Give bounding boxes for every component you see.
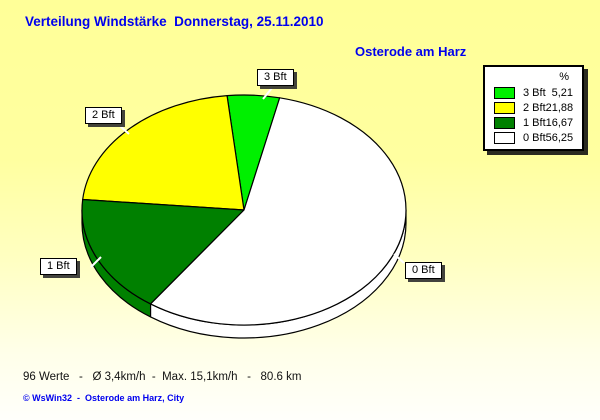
legend-label-2bft: 2 Bft bbox=[523, 101, 546, 114]
legend-swatch-3bft bbox=[494, 86, 515, 99]
slice-label-2bft: 2 Bft bbox=[85, 107, 122, 124]
legend-swatch-2bft bbox=[494, 101, 515, 114]
label-leader-tick bbox=[393, 253, 405, 264]
legend-label-0bft: 0 Bft bbox=[523, 131, 546, 144]
legend-row-0bft: 0 Bft 56,25 bbox=[485, 130, 582, 145]
pie-slice-0-bft bbox=[149, 97, 407, 326]
slice-label-0bft-text: 0 Bft bbox=[412, 264, 435, 276]
label-leader-tick bbox=[119, 125, 130, 135]
legend-label-1bft: 1 Bft bbox=[523, 116, 546, 129]
label-leader-tick bbox=[262, 87, 273, 100]
legend-row-1bft: 1 Bft 16,67 bbox=[485, 115, 582, 130]
legend-swatch-0bft bbox=[494, 131, 515, 144]
legend-value-0bft: 56,25 bbox=[545, 131, 574, 144]
slice-label-2bft-text: 2 Bft bbox=[92, 109, 115, 121]
slice-label-3bft: 3 Bft bbox=[257, 69, 294, 86]
slice-label-0bft: 0 Bft bbox=[405, 262, 442, 279]
slice-label-3bft-text: 3 Bft bbox=[264, 71, 287, 83]
stats-summary: 96 Werte - Ø 3,4km/h - Max. 15,1km/h - 8… bbox=[23, 371, 302, 383]
legend-value-2bft: 21,88 bbox=[545, 101, 574, 114]
chart-title: Verteilung Windstärke Donnerstag, 25.11.… bbox=[25, 14, 324, 29]
label-leader-tick bbox=[90, 256, 102, 268]
legend-row-2bft: 2 Bft 21,88 bbox=[485, 100, 582, 115]
legend-header-percent: % bbox=[559, 71, 569, 83]
pie-slice-2-bft bbox=[82, 95, 245, 211]
legend-swatch-1bft bbox=[494, 116, 515, 129]
legend-value-3bft: 5,21 bbox=[551, 86, 573, 99]
legend-row-3bft: 3 Bft 5,21 bbox=[485, 85, 582, 100]
legend-label-3bft: 3 Bft bbox=[523, 86, 546, 99]
legend-value-1bft: 16,67 bbox=[545, 116, 574, 129]
slice-label-1bft: 1 Bft bbox=[40, 258, 77, 275]
credit-line: © WsWin32 - Osterode am Harz, City bbox=[23, 393, 185, 403]
legend-box: % 3 Bft 5,21 2 Bft 21,88 1 Bft 16,67 0 B… bbox=[483, 65, 584, 151]
slice-label-1bft-text: 1 Bft bbox=[47, 260, 70, 272]
pie-slice-1-bft bbox=[81, 198, 245, 305]
station-name: Osterode am Harz bbox=[355, 44, 467, 59]
